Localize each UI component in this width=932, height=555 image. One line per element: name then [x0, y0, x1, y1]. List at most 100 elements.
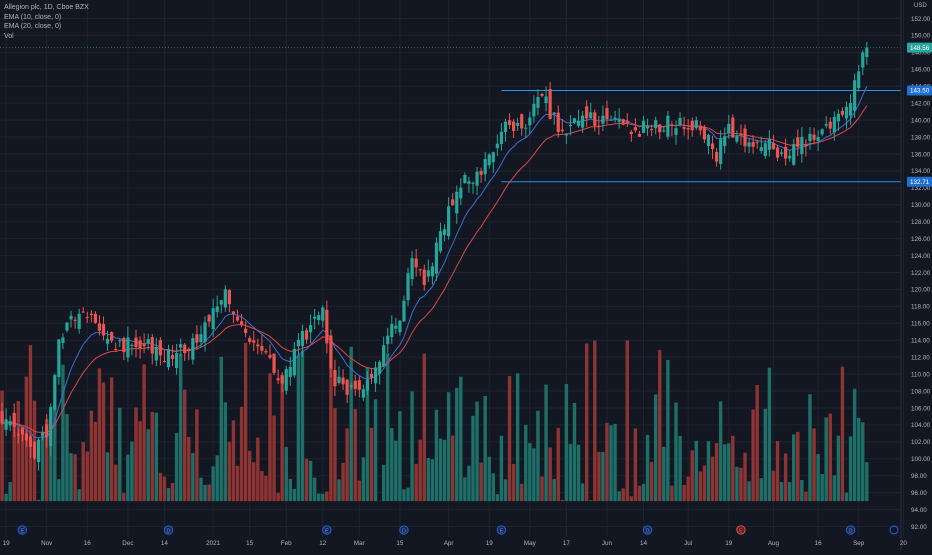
- candle-body: [475, 172, 478, 186]
- currency-label[interactable]: USD: [914, 3, 927, 9]
- time-tick-label[interactable]: Sep: [853, 540, 865, 547]
- candle-body: [569, 125, 572, 126]
- price-tick-label[interactable]: 140.00: [911, 117, 931, 124]
- volume-bar: [792, 434, 795, 501]
- price-tick-label[interactable]: 128.00: [911, 219, 931, 226]
- price-tick-label[interactable]: 130.00: [911, 202, 931, 209]
- event-marker[interactable]: E: [18, 526, 26, 535]
- volume-bar: [520, 484, 523, 501]
- candle-body: [191, 338, 194, 360]
- legend-ema10[interactable]: EMA (10, close, 0): [4, 13, 89, 23]
- volume-bar: [195, 409, 198, 501]
- price-tick-label[interactable]: 146.00: [911, 67, 931, 74]
- price-tick-label[interactable]: 142.00: [911, 100, 931, 107]
- price-tick-label[interactable]: 118.00: [911, 304, 930, 311]
- candle-body: [382, 345, 385, 366]
- time-tick-label[interactable]: 15: [246, 540, 254, 547]
- legend-symbol[interactable]: Allegion plc, 1D, Cboe BZX: [4, 3, 89, 13]
- candle-body: [183, 345, 186, 353]
- time-tick-label[interactable]: Jul: [684, 540, 692, 547]
- candle-body: [362, 389, 365, 397]
- volume-bar: [780, 482, 783, 501]
- candle-body: [812, 135, 815, 140]
- price-tick-label[interactable]: 114.00: [911, 338, 930, 345]
- price-tick-label[interactable]: 126.00: [911, 236, 931, 243]
- price-tick-label[interactable]: 120.00: [911, 287, 931, 294]
- volume-bar: [447, 392, 450, 501]
- price-tick-label[interactable]: 108.00: [911, 388, 931, 395]
- time-tick-label[interactable]: 19: [3, 540, 11, 547]
- event-marker-glyph: D: [402, 528, 406, 534]
- time-tick-label[interactable]: May: [524, 540, 537, 547]
- volume-bar: [601, 452, 604, 501]
- price-tick-label[interactable]: 98.00: [911, 473, 927, 480]
- time-tick-label[interactable]: 16: [84, 540, 92, 547]
- candle-body: [41, 433, 44, 436]
- price-tick-label[interactable]: 110.00: [911, 371, 930, 378]
- time-tick-label[interactable]: 20: [900, 540, 908, 547]
- time-tick-label[interactable]: Aug: [768, 540, 780, 547]
- time-tick-label[interactable]: 14: [640, 540, 648, 547]
- price-tick-label[interactable]: 92.00: [911, 524, 927, 531]
- candle-body: [654, 120, 657, 128]
- volume-bar: [861, 422, 864, 501]
- time-tick-label[interactable]: 15: [396, 540, 404, 547]
- time-tick-label[interactable]: Apr: [444, 540, 454, 547]
- candle-body: [463, 175, 466, 183]
- price-tick-label[interactable]: 152.00: [911, 16, 931, 23]
- candle-body: [268, 355, 271, 358]
- time-tick-label[interactable]: Feb: [281, 540, 292, 547]
- legend-ema20[interactable]: EMA (20, close, 0): [4, 22, 89, 32]
- time-tick-label[interactable]: 19: [486, 540, 494, 547]
- candle-body: [212, 308, 215, 329]
- event-marker[interactable]: E: [737, 526, 745, 535]
- price-tick-label[interactable]: 112.00: [911, 354, 930, 361]
- time-tick-label[interactable]: 12: [319, 540, 327, 547]
- event-marker[interactable]: D: [164, 526, 172, 535]
- price-tick-label[interactable]: 100.00: [911, 456, 931, 463]
- price-tick-label[interactable]: 136.00: [911, 151, 931, 158]
- price-tick-label[interactable]: 94.00: [911, 507, 927, 514]
- time-tick-label[interactable]: Mar: [354, 540, 365, 547]
- volume-bar: [715, 443, 718, 501]
- price-tick-label[interactable]: 104.00: [911, 422, 931, 429]
- volume-bar: [678, 436, 681, 501]
- time-tick-label[interactable]: 16: [815, 540, 823, 547]
- price-tick-label[interactable]: 150.00: [911, 33, 931, 40]
- price-tick-label[interactable]: 96.00: [911, 490, 927, 497]
- time-tick-label[interactable]: 17: [563, 540, 571, 547]
- time-tick-label[interactable]: 19: [725, 540, 733, 547]
- candle-body: [496, 144, 499, 148]
- candle-body: [561, 130, 564, 131]
- volume-bar: [228, 442, 231, 501]
- time-tick-label[interactable]: Nov: [41, 540, 53, 547]
- volume-bar: [622, 488, 625, 501]
- volume-bar: [86, 452, 89, 502]
- price-tick-label[interactable]: 116.00: [911, 321, 930, 328]
- volume-bar: [77, 489, 80, 501]
- price-tick-label[interactable]: 106.00: [911, 405, 931, 412]
- event-marker[interactable]: D: [400, 526, 408, 535]
- time-tick-label[interactable]: Jun: [602, 540, 613, 547]
- candle-body: [642, 121, 645, 133]
- candle-body: [370, 374, 373, 378]
- price-tick-label[interactable]: 102.00: [911, 439, 931, 446]
- price-tick-label[interactable]: 138.00: [911, 134, 931, 141]
- event-marker-glyph: E: [325, 528, 329, 534]
- event-marker[interactable]: E: [497, 526, 505, 535]
- time-tick-label[interactable]: Dec: [122, 540, 133, 547]
- candle-body: [252, 340, 255, 342]
- time-tick-label[interactable]: 14: [161, 540, 169, 547]
- price-tick-label[interactable]: 124.00: [911, 253, 931, 260]
- event-marker[interactable]: E: [323, 526, 331, 535]
- candle-body: [756, 142, 759, 143]
- time-tick-label[interactable]: 2021: [206, 540, 221, 547]
- price-tick-label[interactable]: 122.00: [911, 270, 931, 277]
- legend-vol[interactable]: Vol: [4, 32, 89, 42]
- candle-body: [703, 127, 706, 140]
- event-marker[interactable]: D: [846, 526, 854, 535]
- price-tick-label[interactable]: 134.00: [911, 168, 931, 175]
- event-marker[interactable]: D: [643, 526, 651, 535]
